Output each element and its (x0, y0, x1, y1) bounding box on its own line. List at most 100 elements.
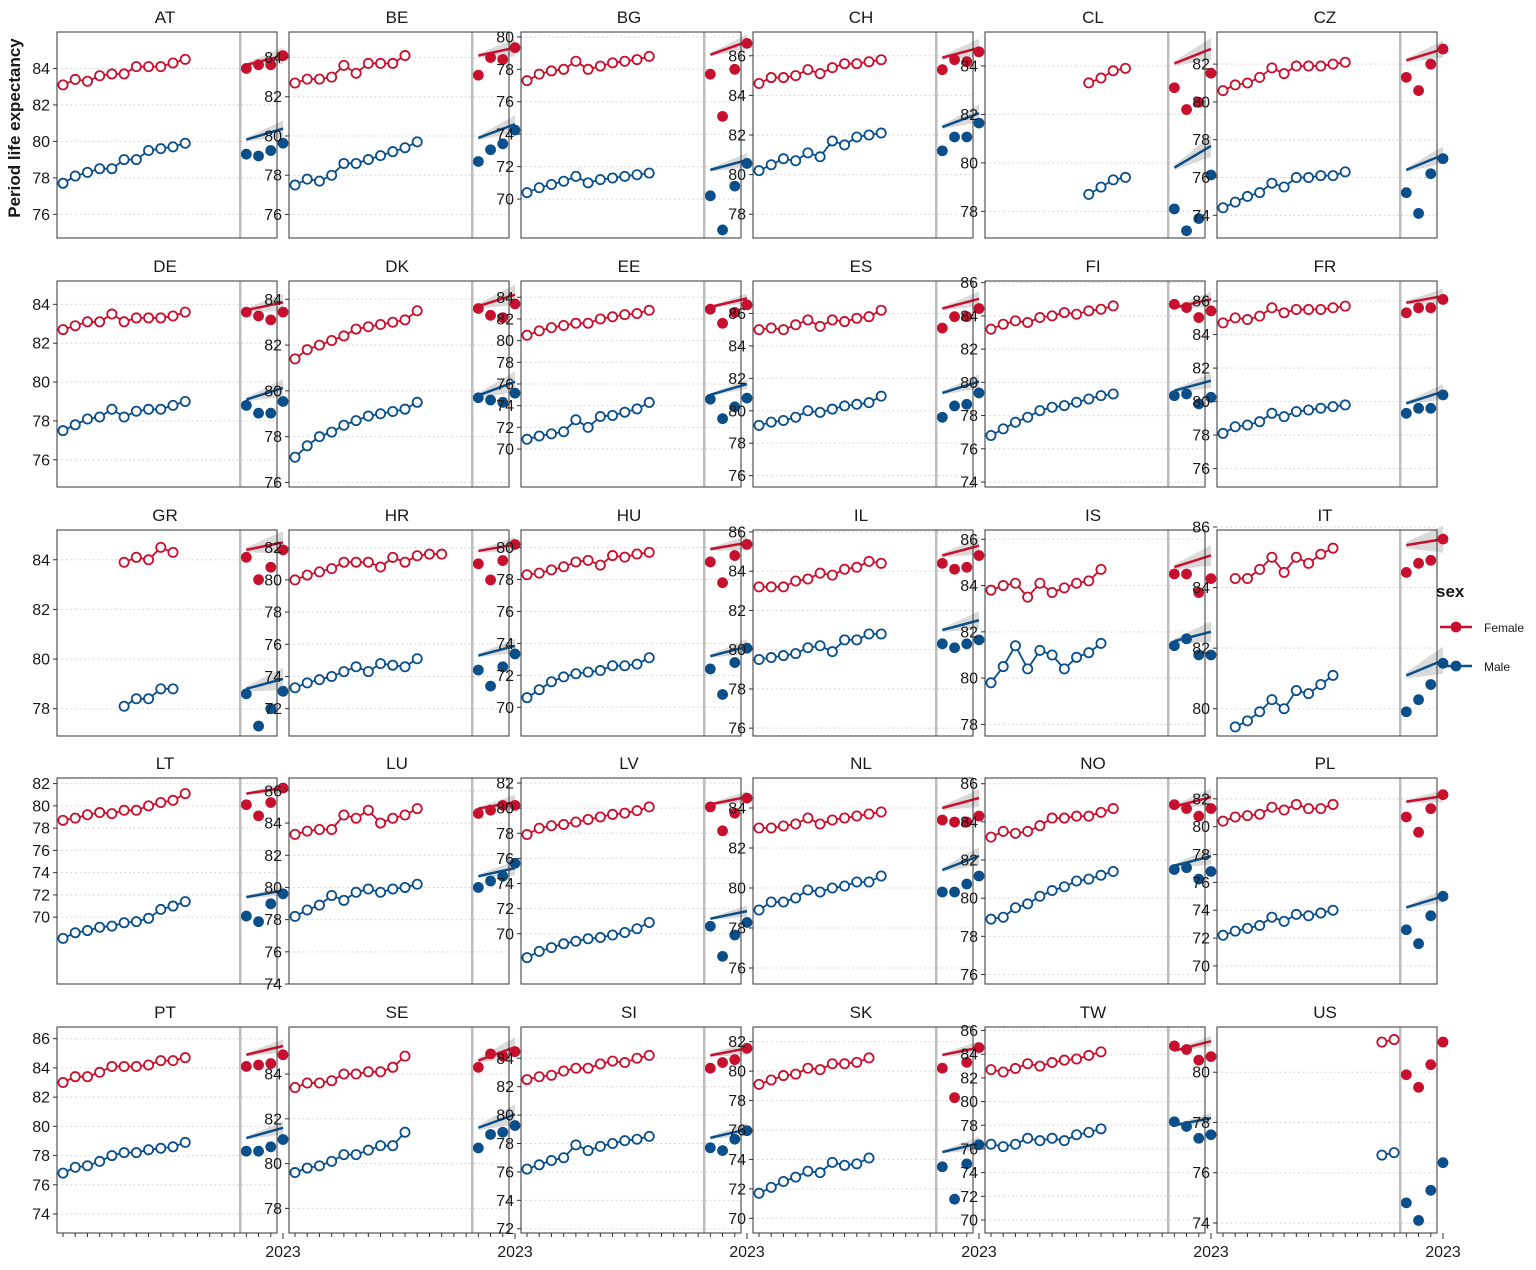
observed-point-male (826, 403, 838, 415)
observed-point-female (521, 75, 533, 87)
panel-no: NO 76 78 80 82 84 86 (960, 754, 1217, 985)
pandemic-point-male (717, 1145, 728, 1156)
observed-point-female (106, 1060, 118, 1072)
observed-point-female (1034, 1060, 1046, 1072)
observed-point-female (839, 812, 851, 824)
observed-point-male (1254, 416, 1266, 428)
observed-point-male (179, 137, 191, 149)
observed-point-male (570, 668, 582, 680)
observed-point-male (765, 1181, 777, 1193)
observed-point-male (411, 878, 423, 890)
panel-pt: PT 74 76 78 80 82 84 86 2023 (32, 1003, 301, 1261)
y-tick-label: 86 (728, 48, 746, 65)
observed-point-female (1009, 827, 1021, 839)
pandemic-point-male (704, 190, 716, 202)
observed-point-female (851, 58, 863, 70)
pandemic-point-male (717, 224, 728, 236)
observed-point-female (753, 581, 765, 593)
observed-line-female (1222, 803, 1334, 822)
observed-point-male (594, 665, 606, 677)
observed-point-female (1254, 563, 1266, 575)
panel-be: BE 76 78 80 82 84 (264, 8, 521, 239)
y-tick-label: 80 (264, 1156, 282, 1173)
y-tick-label: 74 (960, 1165, 978, 1182)
observed-point-female (350, 323, 362, 335)
observed-point-male (1034, 644, 1046, 656)
observed-point-female (301, 825, 313, 837)
observed-point-male (313, 1160, 325, 1172)
pandemic-point-female (1181, 1044, 1192, 1055)
observed-point-female (338, 556, 350, 568)
observed-point-male (985, 677, 997, 689)
y-tick-label: 82 (264, 1111, 282, 1128)
pandemic-point-male (1413, 694, 1424, 706)
x-tick-label: 2023 (729, 1244, 765, 1261)
observed-point-female (338, 1068, 350, 1080)
observed-point-male (81, 413, 93, 425)
observed-point-male (387, 1140, 399, 1152)
observed-point-female (399, 50, 411, 62)
observed-point-male (839, 400, 851, 412)
observed-point-female (1095, 1046, 1107, 1058)
observed-point-male (1315, 402, 1327, 414)
observed-point-female (558, 561, 570, 573)
observed-point-male (765, 652, 777, 664)
observed-point-male (350, 1149, 362, 1161)
y-tick-label: 78 (1192, 1115, 1210, 1132)
panel-border (1216, 280, 1438, 488)
pandemic-point-male (253, 150, 264, 162)
pandemic-point-male (253, 916, 264, 928)
pandemic-point-female (1425, 1059, 1437, 1071)
panel-border (288, 529, 510, 737)
observed-point-female (1046, 586, 1058, 598)
pandemic-point-female (277, 50, 289, 62)
observed-point-male (863, 628, 875, 640)
observed-point-male (607, 1137, 619, 1149)
observed-point-female (69, 73, 81, 85)
panel-border (56, 280, 278, 488)
pandemic-point-female (1193, 810, 1205, 822)
observed-point-male (1315, 679, 1327, 691)
pandemic-point-male (240, 148, 252, 160)
legend-item-female: Female (1440, 621, 1524, 635)
pandemic-point-male (497, 870, 509, 882)
y-tick-label: 80 (264, 383, 282, 400)
x-tick-label: 2023 (497, 1244, 533, 1261)
observed-point-female (643, 546, 655, 558)
observed-point-female (399, 1050, 411, 1062)
y-tick-label: 80 (496, 29, 514, 46)
pandemic-point-female (253, 59, 264, 71)
pandemic-point-female (1413, 302, 1424, 314)
observed-point-male (57, 1167, 69, 1179)
panel-border (1216, 529, 1438, 737)
observed-point-male (106, 163, 118, 175)
pandemic-point-male (729, 929, 741, 941)
pandemic-point-male (1181, 225, 1192, 237)
pandemic-point-female (472, 303, 484, 314)
y-tick-label: 86 (960, 532, 978, 549)
pandemic-point-female (1193, 587, 1205, 598)
observed-point-male (1229, 721, 1241, 733)
y-tick-label: 78 (960, 929, 978, 946)
observed-point-male (1229, 925, 1241, 937)
observed-point-female (607, 311, 619, 323)
observed-point-female (411, 550, 423, 562)
panel-lt: LT 70 72 74 76 78 80 82 (32, 754, 289, 985)
observed-line-male (990, 642, 1102, 684)
pandemic-point-male (265, 898, 277, 910)
y-tick-label: 82 (1192, 641, 1210, 658)
y-tick-label: 76 (960, 1141, 978, 1158)
observed-point-female (765, 322, 777, 334)
observed-point-female (997, 318, 1009, 330)
observed-point-female (1315, 60, 1327, 72)
observed-point-male (875, 628, 887, 640)
y-tick-label: 86 (1192, 294, 1210, 311)
panel-border (520, 777, 742, 985)
observed-line-male (990, 1127, 1102, 1148)
observed-point-female (167, 794, 179, 806)
observed-point-female (1254, 310, 1266, 322)
observed-point-female (338, 330, 350, 342)
observed-point-female (1083, 575, 1095, 587)
observed-point-male (1315, 170, 1327, 182)
observed-point-female (851, 810, 863, 822)
